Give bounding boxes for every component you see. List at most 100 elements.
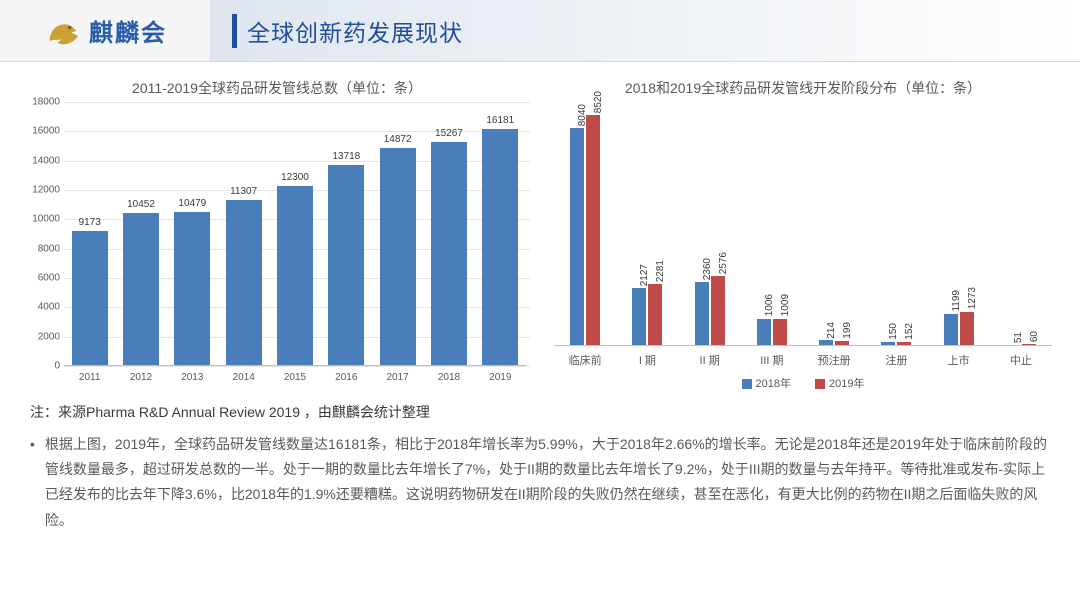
x-label: III 期 [741,348,803,372]
bar-value-label: 1006 [764,294,775,316]
chart-right-baseline [554,345,1052,346]
bar-value-label: 152 [904,323,915,340]
group-slot: 21272281 [616,102,678,346]
x-label: 中止 [990,348,1052,372]
bar: 14872 [380,148,416,366]
bar-value-label-wrap: 1006 [764,294,776,316]
chart-right: 2018和2019全球药品研发管线开发阶段分布（单位：条） 8040852021… [550,78,1056,392]
bar-slot: 13718 [321,102,372,366]
bar-value-label: 51 [1013,332,1024,343]
legend-item: 2018年 [742,375,791,391]
x-label: 2014 [218,368,269,392]
bar-value-label-wrap: 199 [842,322,854,339]
group-slot: 1006 1009 [741,102,803,346]
bar-slot: 12300 [269,102,320,366]
x-label: 2019 [475,368,526,392]
bar-slot: 9173 [64,102,115,366]
x-label: 2018 [423,368,474,392]
grid-line [64,366,530,367]
bar-value-label-wrap: 8520 [593,91,605,113]
bar-value-label-wrap: 60 [1029,331,1041,342]
group-slot: 11991273 [928,102,990,346]
x-label: 预注册 [803,348,865,372]
y-tick: 6000 [38,273,60,284]
bar: 11307 [226,200,262,366]
grouped-bar: 1199 [944,314,958,347]
group-slot: 214 199 [803,102,865,346]
x-label: 2012 [115,368,166,392]
legend-swatch [815,379,825,389]
grouped-bar: 2360 [695,282,709,346]
bar-value-label-wrap: 2127 [639,264,651,286]
bar-value-label: 2281 [655,260,666,282]
legend-item: 2019年 [815,375,864,391]
chart-left-plot: 9173 10452 10479 11307 12300 13718 14872 15267 1… [64,102,526,366]
grouped-bar: 2127 [632,288,646,346]
charts-row: 2011-2019全球药品研发管线总数（单位：条） 02000400060008… [0,62,1080,392]
y-tick: 18000 [32,97,60,108]
y-tick: 10000 [32,214,60,225]
chart-right-legend: 2018年 2019年 [550,374,1056,392]
bar-value-label-wrap: 152 [904,323,916,340]
bar-value-label-wrap: 1273 [967,287,979,309]
bar-value-label-wrap: 150 [888,323,900,340]
bar-value-label-wrap: 1199 [951,290,963,312]
page-title: 全球创新药发展现状 [247,14,463,48]
legend-swatch [742,379,752,389]
grouped-bar: 1006 [757,319,771,346]
bar-value-label: 2127 [639,264,650,286]
chart-right-x-labels: 临床前I 期II 期III 期预注册注册上市中止 [554,348,1052,372]
x-label: 2011 [64,368,115,392]
bar-value-label: 60 [1029,331,1040,342]
grouped-bar: 2281 [648,284,662,346]
bar: 9173 [72,231,108,366]
bar-value-label: 214 [826,322,837,339]
bar-value-label: 8520 [593,91,604,113]
bar-slot: 10479 [167,102,218,366]
bar-slot: 14872 [372,102,423,366]
y-tick: 8000 [38,243,60,254]
grouped-bar: 8520 [586,115,600,346]
bar-slot: 11307 [218,102,269,366]
chart-right-title: 2018和2019全球药品研发管线开发阶段分布（单位：条） [550,78,1056,98]
legend-label: 2019年 [829,378,864,390]
bar-value-label: 9173 [79,217,101,228]
x-label: 上市 [928,348,990,372]
y-tick: 14000 [32,155,60,166]
bar-value-label: 150 [888,323,899,340]
legend-label: 2018年 [756,378,791,390]
bar-value-label: 10452 [127,199,155,210]
bullet-dot: • [30,432,35,533]
bar-value-label: 10479 [178,198,206,209]
x-label: I 期 [616,348,678,372]
y-tick: 0 [54,361,60,372]
bar: 12300 [277,186,313,366]
bar-value-label-wrap: 214 [826,322,838,339]
bar-value-label: 13718 [332,151,360,162]
x-label: 2016 [321,368,372,392]
chart-left-baseline [64,365,526,366]
grouped-bar: 1273 [960,312,974,347]
x-label: 2013 [167,368,218,392]
qilin-icon [43,11,83,51]
logo: 麒麟会 [0,0,210,62]
chart-left-x-labels: 201120122013201420152016201720182019 [64,368,526,392]
bar-value-label: 16181 [486,115,514,126]
bar: 10452 [123,213,159,366]
chart-right-plot: 8040852021272281236025761006100921419915… [554,102,1052,346]
source-note: 注：来源Pharma R&D Annual Review 2019 ，由麒麟会统… [0,392,1080,422]
bar-value-label: 12300 [281,172,309,183]
bullet-text: 根据上图，2019年，全球药品研发管线数量达16181条，相比于2018年增长率… [45,432,1050,533]
y-tick: 16000 [32,126,60,137]
group-slot: 23602576 [679,102,741,346]
bar-value-label: 1273 [967,287,978,309]
bar-value-label-wrap: 1009 [780,294,792,316]
bar-value-label: 15267 [435,128,463,139]
chart-left-title: 2011-2019全球药品研发管线总数（单位：条） [24,78,530,98]
bar-value-label: 14872 [384,134,412,145]
logo-text: 麒麟会 [89,13,167,48]
chart-left: 2011-2019全球药品研发管线总数（单位：条） 02000400060008… [24,78,530,392]
bullet-paragraph: • 根据上图，2019年，全球药品研发管线数量达16181条，相比于2018年增… [0,422,1080,533]
bar-slot: 16181 [475,102,526,366]
grouped-bar: 8040 [570,128,584,346]
